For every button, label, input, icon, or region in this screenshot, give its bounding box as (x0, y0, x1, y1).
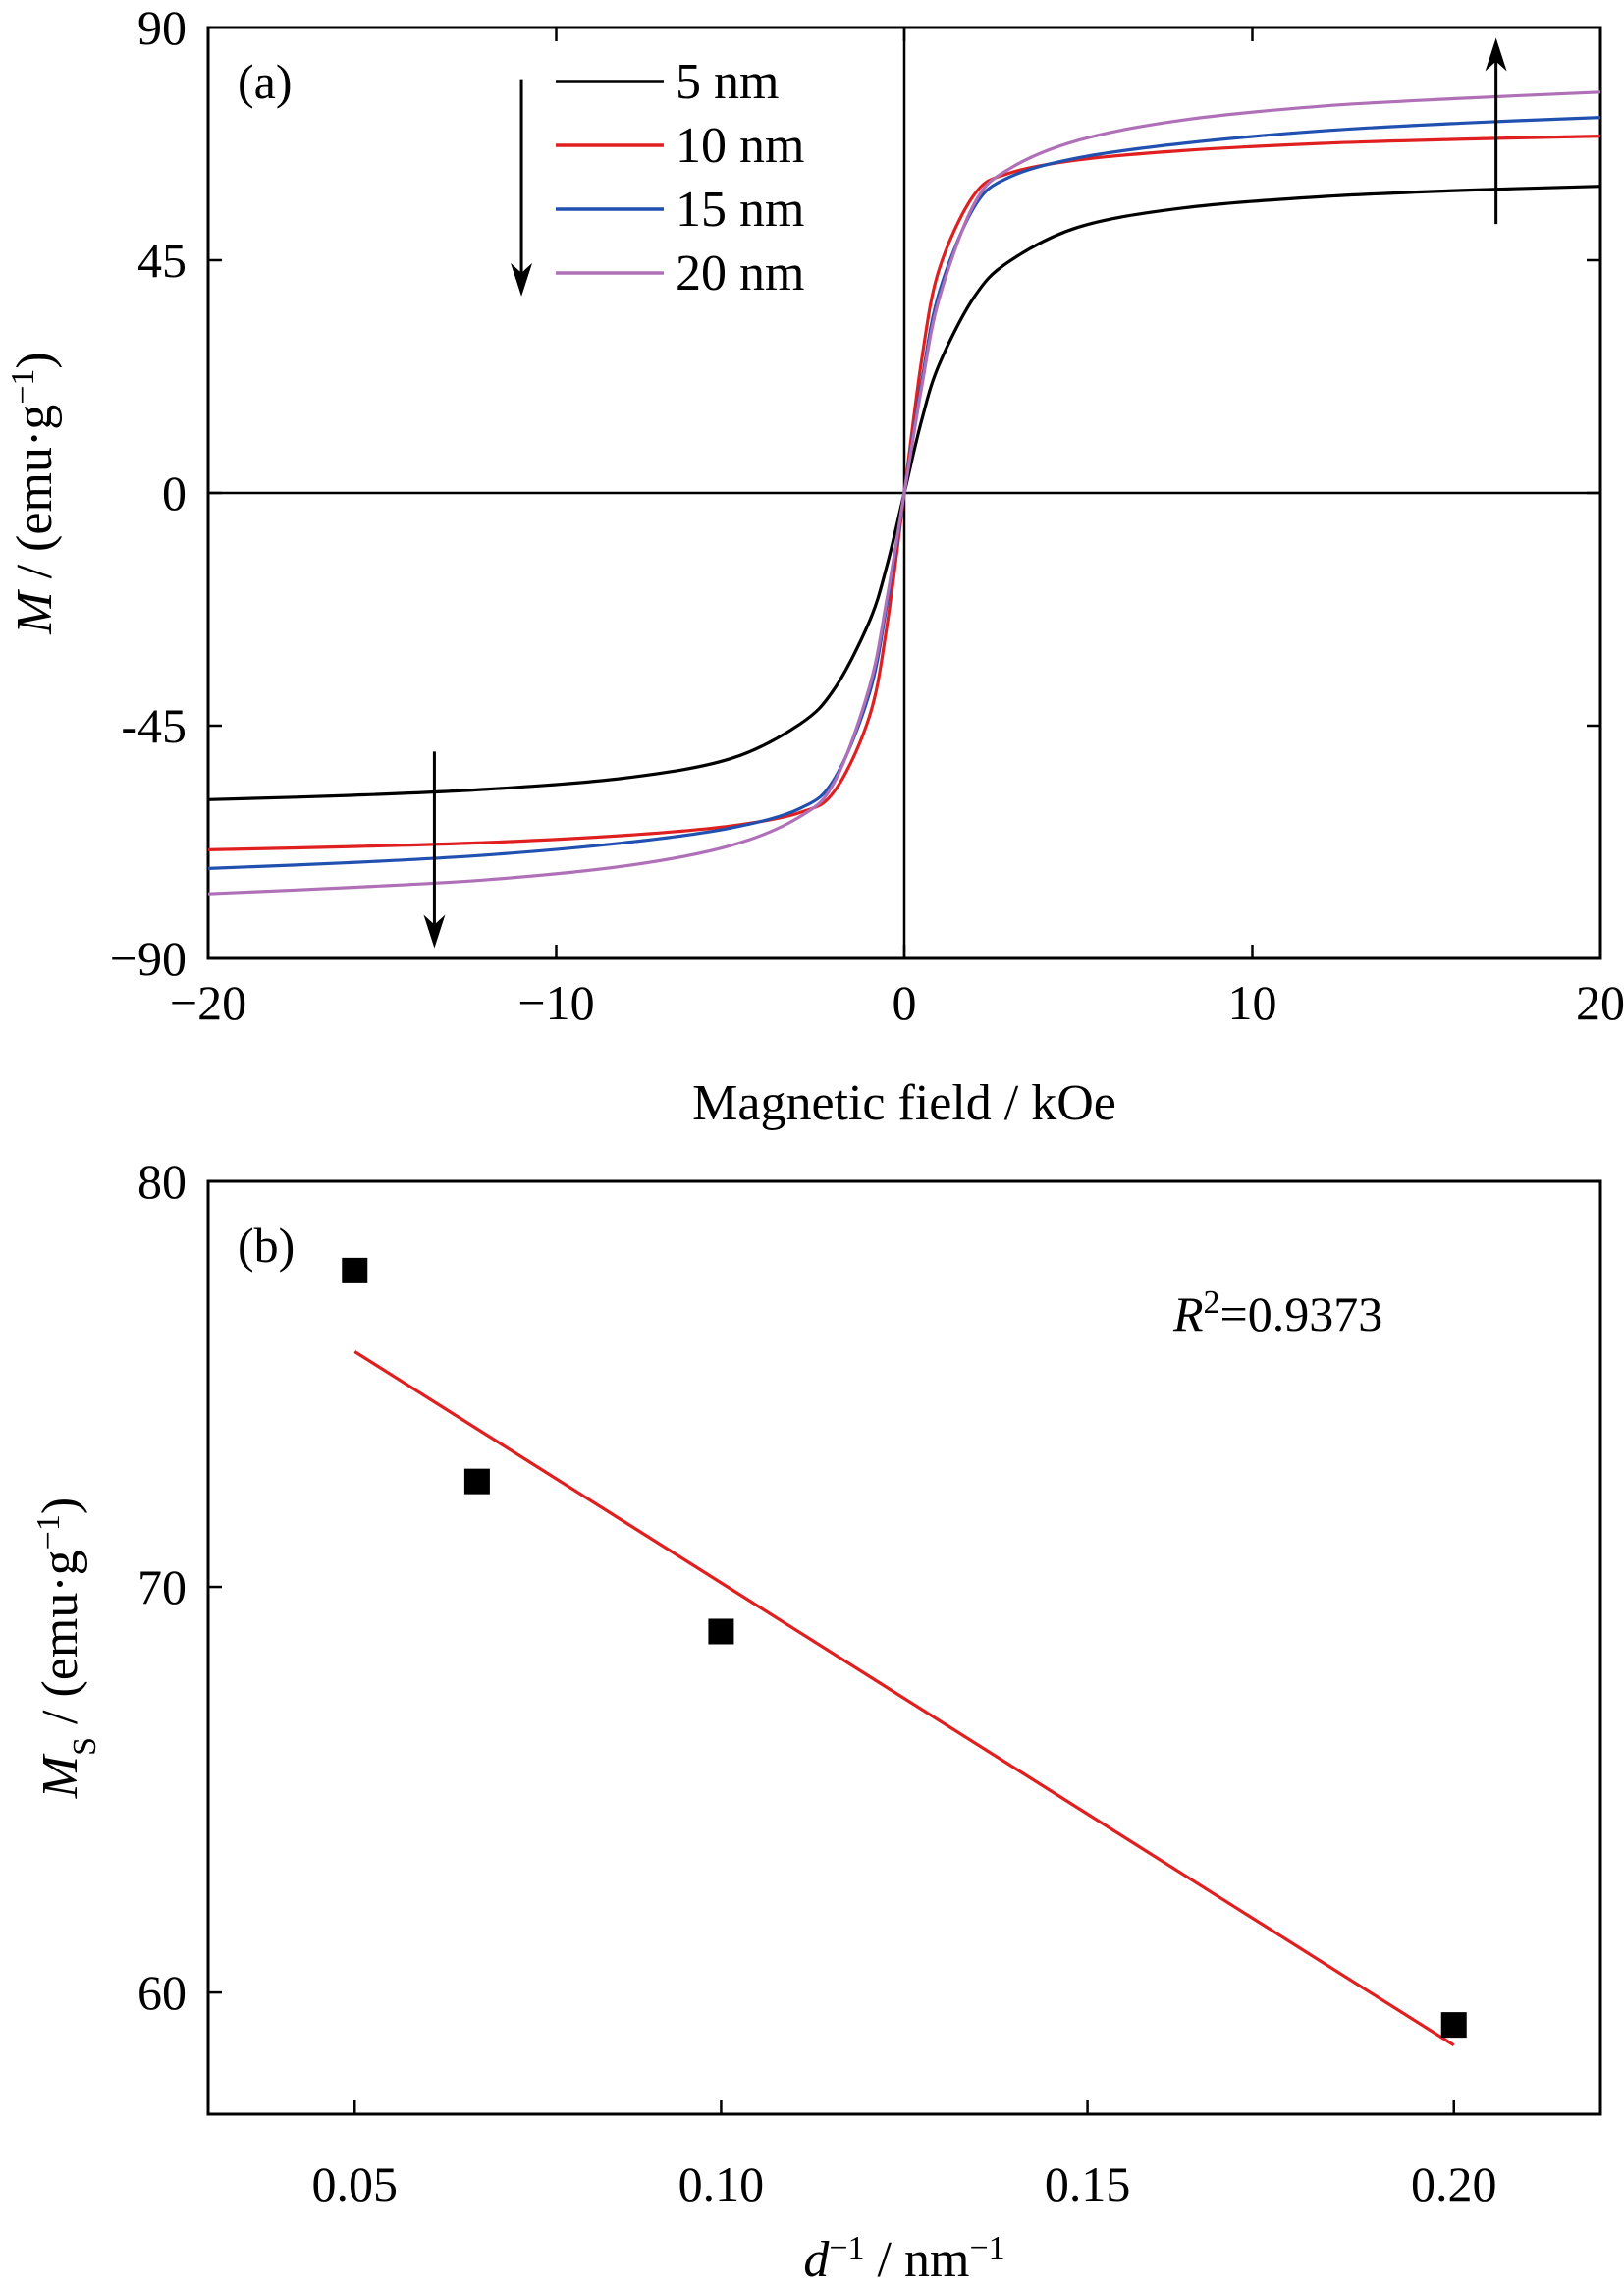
x-axis-unit-b: / nm (865, 2232, 970, 2286)
data-point-4 (1440, 2012, 1467, 2039)
ticks-a: −20 −10 0 10 20 −90 -45 0 45 90 (110, 0, 1624, 1030)
x-tick-label-a: −20 (170, 975, 246, 1030)
y-tick-label-b: 60 (137, 1965, 187, 2020)
x-axis-symbol-sup-b: −1 (829, 2230, 864, 2266)
y-axis-symbol-b: M (32, 1753, 88, 1799)
x-tick-label-a: 20 (1576, 975, 1624, 1030)
x-tick-label-b: 0.20 (1411, 2156, 1497, 2211)
y-axis-label-b: MS / (emu·g−1) (30, 1497, 103, 1799)
r-squared-sup: 2 (1204, 1284, 1220, 1321)
data-points-b (342, 1257, 1467, 2039)
y-tick-label-a: 0 (162, 465, 187, 520)
x-tick-label-b: 0.05 (312, 2156, 399, 2211)
y-axis-unit-sup-b: −1 (30, 1514, 67, 1550)
y-axis-symbol-sub-b: S (67, 1737, 103, 1756)
x-tick-label-a: 0 (893, 975, 917, 1030)
data-point-2 (463, 1468, 490, 1495)
data-point-1 (342, 1257, 368, 1283)
panel-label-b: (b) (238, 1218, 295, 1273)
legend-label-1: 5 nm (676, 54, 779, 110)
series-curves-a (207, 90, 1601, 896)
fit-line-b (353, 1350, 1455, 2047)
y-axis-unit-close-b: ) (32, 1497, 88, 1514)
x-tick-label-a: −10 (517, 975, 594, 1030)
r-squared-value: =0.9373 (1220, 1286, 1383, 1341)
x-axis-label-a: Magnetic field / kOe (692, 1075, 1116, 1131)
y-tick-label-a: 45 (137, 233, 187, 288)
series-line-4 (207, 90, 1601, 896)
y-axis-unit-close-a: ) (7, 352, 63, 368)
arrows-a (423, 37, 1507, 949)
data-point-3 (708, 1618, 734, 1645)
x-tick-label-b: 0.10 (678, 2156, 765, 2211)
y-tick-label-a: −90 (110, 931, 187, 986)
x-axis-label-b: d−1 / nm−1 (803, 2230, 1004, 2286)
legend-label-4: 20 nm (676, 245, 804, 301)
arrow-head (1485, 37, 1507, 72)
legend-label-2: 10 nm (676, 118, 804, 174)
x-tick-label-a: 10 (1228, 975, 1277, 1030)
arrow-head (423, 914, 446, 949)
plot-frame-b (206, 1179, 1602, 2116)
x-axis-symbol-b: d (803, 2232, 830, 2286)
chart-a: −20 −10 0 10 20 −90 -45 0 45 90 (a) 5 nm 10 nm 15 n… (5, 0, 1624, 1131)
legend-label-3: 15 nm (676, 182, 804, 238)
y-axis-unit-b: / (emu·g (32, 1550, 88, 1737)
y-tick-label-b: 80 (137, 1154, 187, 1209)
y-axis-symbol-a: M (7, 589, 63, 635)
r-squared-symbol: R (1172, 1286, 1204, 1341)
r-squared-annotation: R2=0.9373 (1172, 1284, 1382, 1342)
y-axis-unit-a: / (emu·g (7, 405, 63, 592)
x-tick-label-b: 0.15 (1045, 2156, 1131, 2211)
y-axis-label-a: M / (emu·g−1) (5, 352, 64, 634)
linear-fit-line (353, 1350, 1455, 2047)
ticks-b: 0.05 0.10 0.15 0.20 60 70 80 (137, 1154, 1496, 2211)
y-tick-label-a: -45 (121, 698, 187, 753)
y-tick-label-b: 70 (137, 1559, 187, 1614)
x-axis-unit-sup-b: −1 (969, 2230, 1004, 2266)
y-axis-unit-sup-a: −1 (5, 369, 41, 405)
y-tick-label-a: 90 (137, 0, 187, 55)
legend-a: 5 nm 10 nm 15 nm 20 nm (556, 54, 804, 301)
panel-label-a: (a) (238, 54, 293, 109)
arrow-head (511, 262, 533, 297)
